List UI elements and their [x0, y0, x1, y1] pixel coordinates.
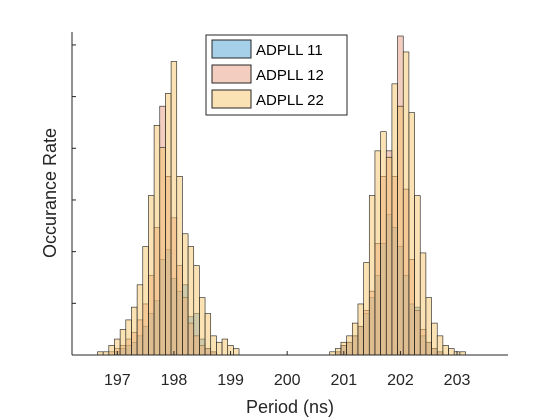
- bar-adpll-22: [408, 112, 415, 356]
- bar-adpll-22: [204, 313, 212, 356]
- bar-adpll-22: [221, 338, 229, 356]
- bar-adpll-22: [131, 306, 138, 356]
- legend-swatch-adpll-11: [211, 39, 252, 59]
- y-axis-title: Occurance Rate: [40, 128, 60, 258]
- bar-adpll-22: [431, 322, 438, 356]
- x-tick-label: 200: [274, 372, 301, 389]
- bar-adpll-22: [119, 329, 127, 356]
- bar-adpll-22: [357, 303, 364, 356]
- bar-adpll-22: [402, 51, 410, 356]
- legend-swatch-adpll-12: [211, 64, 252, 84]
- bar-adpll-22: [170, 61, 178, 356]
- bar-adpll-22: [153, 125, 161, 356]
- bar-adpll-22: [216, 341, 223, 356]
- x-ticks-layer: 197 198 199 200 201 202 203: [104, 351, 471, 389]
- x-tick-label: 197: [104, 372, 131, 389]
- bar-adpll-22: [419, 252, 427, 356]
- bar-adpll-22: [346, 335, 353, 356]
- legend-label-adpll-11: ADPLL 11: [256, 42, 323, 59]
- bar-adpll-22: [442, 345, 449, 356]
- bar-adpll-22: [187, 246, 195, 356]
- x-tick-label: 198: [161, 372, 188, 389]
- bar-adpll-22: [108, 345, 115, 356]
- bar-adpll-22: [142, 246, 149, 356]
- x-tick-label: 201: [330, 372, 357, 389]
- bar-adpll-22: [351, 322, 359, 356]
- bar-adpll-22: [136, 284, 144, 356]
- bar-adpll-22: [210, 335, 217, 356]
- bar-adpll-22: [165, 93, 172, 356]
- bar-adpll-22: [380, 131, 387, 356]
- bar-adpll-22: [436, 335, 444, 356]
- bar-adpll-22: [125, 319, 132, 356]
- bar-adpll-22: [448, 348, 455, 356]
- bar-adpll-22: [334, 348, 342, 356]
- legend: ADPLL 11 ADPLL 12 ADPLL 22: [205, 34, 348, 116]
- x-tick-label: 203: [444, 372, 471, 389]
- legend-label-adpll-12: ADPLL 12: [256, 67, 324, 84]
- bar-adpll-22: [159, 147, 166, 356]
- x-tick-label: 202: [387, 372, 414, 389]
- bar-adpll-22: [193, 265, 200, 356]
- bar-adpll-22: [391, 83, 398, 356]
- y-ticks-layer: [72, 44, 76, 356]
- x-tick-label: 199: [217, 372, 244, 389]
- bar-adpll-22: [182, 233, 189, 356]
- bar-adpll-22: [233, 348, 240, 356]
- bar-adpll-22: [148, 195, 155, 356]
- bar-adpll-22: [374, 150, 381, 356]
- bar-adpll-22: [176, 176, 183, 356]
- bar-adpll-22: [199, 297, 206, 356]
- x-axis-title: Period (ns): [246, 397, 334, 417]
- bar-adpll-22: [385, 156, 393, 356]
- legend-swatch-adpll-22: [211, 89, 252, 109]
- bar-adpll-22: [425, 297, 432, 356]
- bar-adpll-22: [368, 195, 376, 356]
- bar-adpll-22: [363, 262, 370, 356]
- legend-label-adpll-22: ADPLL 22: [256, 92, 324, 109]
- bar-adpll-22: [414, 195, 421, 356]
- bar-adpll-22: [397, 105, 404, 356]
